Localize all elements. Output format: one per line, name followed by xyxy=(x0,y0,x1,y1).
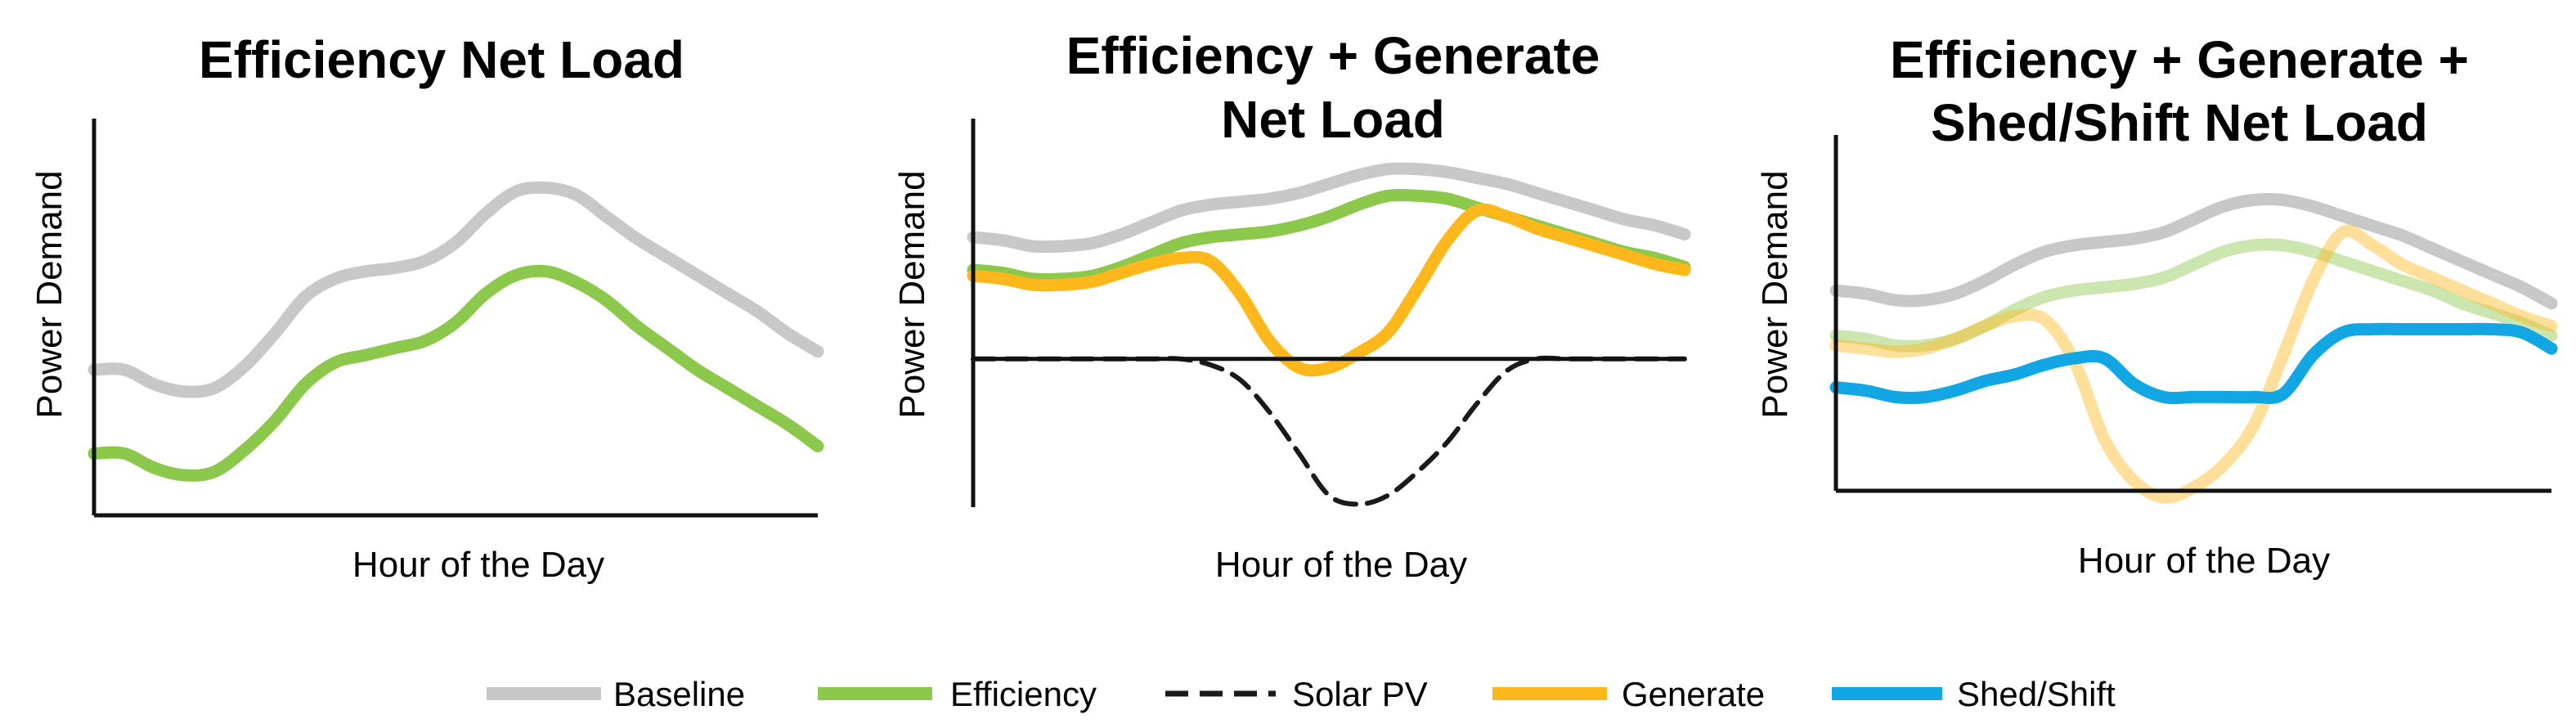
chart-2-xlabel: Hour of the Day xyxy=(1215,545,1467,585)
legend-item-solar-pv: Solar PV xyxy=(1165,675,1428,713)
chart-2-title-line-1: Efficiency + Generate xyxy=(1066,26,1600,85)
chart-2-series-solar-pv xyxy=(971,355,1687,507)
panel-1: Efficiency Net Load Power Demand Hour of… xyxy=(29,30,824,585)
chart-1-plot-area xyxy=(88,119,824,518)
chart-1-series-efficiency xyxy=(88,264,824,482)
chart-3-series-efficiency xyxy=(1829,238,2558,353)
legend-label-shed-shift: Shed/Shift xyxy=(1957,675,2116,713)
chart-3-series-generate xyxy=(1829,224,2558,504)
chart-1-series-baseline xyxy=(88,181,824,398)
chart-3-ylabel: Power Demand xyxy=(1755,170,1795,418)
panel-3: Efficiency + Generate + Shed/Shift Net L… xyxy=(1755,30,2558,581)
legend-label-generate: Generate xyxy=(1622,675,1765,713)
legend: Baseline Efficiency Solar PV Generate Sh… xyxy=(487,675,2116,713)
legend-item-efficiency: Efficiency xyxy=(818,675,1097,713)
legend-label-baseline: Baseline xyxy=(613,675,745,713)
chart-3-xlabel: Hour of the Day xyxy=(2078,541,2330,581)
chart-1-ylabel: Power Demand xyxy=(29,170,70,418)
chart-2-series-baseline xyxy=(967,162,1691,254)
legend-item-shed-shift: Shed/Shift xyxy=(1832,675,2116,713)
chart-3-title-line-1: Efficiency + Generate + xyxy=(1890,30,2469,89)
chart-2-ylabel: Power Demand xyxy=(892,170,932,418)
chart-3-series-shed-shift xyxy=(1829,322,2558,405)
chart-2-plot-area xyxy=(967,119,1691,507)
chart-2-title-line-2: Net Load xyxy=(1221,90,1445,149)
chart-3-plot-area xyxy=(1829,135,2558,504)
chart-3-title-line-2: Shed/Shift Net Load xyxy=(1931,93,2428,152)
chart-2-series-generate xyxy=(967,203,1691,377)
legend-item-baseline: Baseline xyxy=(487,675,745,713)
chart-1-xlabel: Hour of the Day xyxy=(352,545,604,585)
legend-label-solar-pv: Solar PV xyxy=(1292,675,1428,713)
panel-2: Efficiency + Generate Net Load Power Dem… xyxy=(892,26,1691,585)
legend-item-generate: Generate xyxy=(1492,675,1765,713)
legend-label-efficiency: Efficiency xyxy=(950,675,1097,713)
chart-1-title: Efficiency Net Load xyxy=(199,30,684,89)
chart-3-series-baseline xyxy=(1829,193,2558,310)
